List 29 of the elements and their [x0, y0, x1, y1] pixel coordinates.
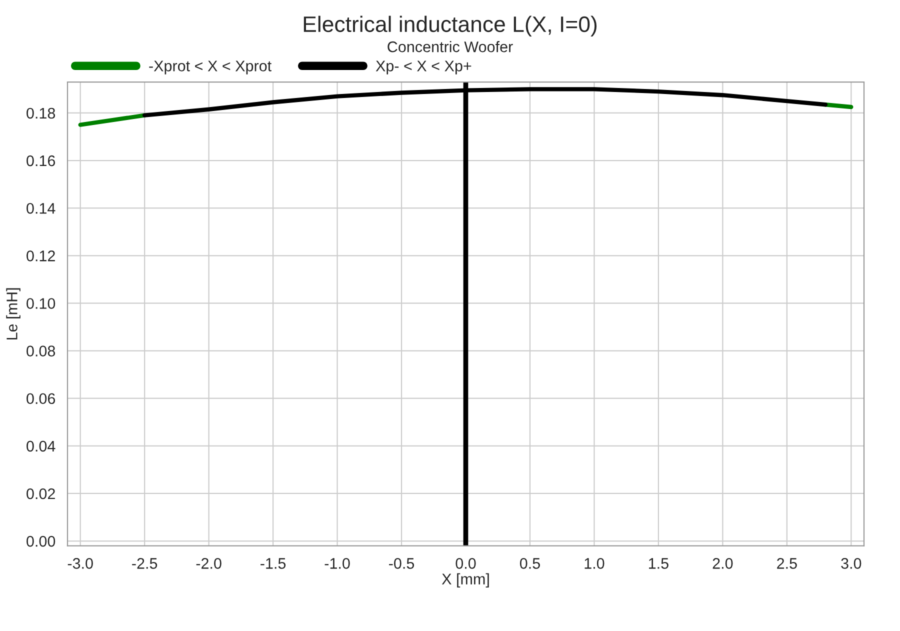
- x-tick-label: 1.0: [584, 558, 604, 569]
- x-tick-label: 3.0: [841, 558, 862, 569]
- y-tick-label: 0.04: [26, 440, 56, 452]
- legend-label: Xp- < X < Xp+: [376, 60, 472, 74]
- y-tick-label: 0.18: [26, 108, 56, 119]
- x-tick-label: 2.5: [777, 558, 797, 569]
- y-axis-title: Le [mH]: [6, 288, 20, 340]
- y-tick-label: 0.02: [26, 488, 55, 500]
- x-tick-label: -1.5: [260, 558, 286, 569]
- y-tick-label: 0.08: [26, 346, 56, 356]
- x-axis-title: X [mm]: [442, 573, 489, 588]
- chart-subtitle: Concentric Woofer: [388, 41, 513, 52]
- x-tick-label: 2.0: [712, 558, 733, 569]
- y-tick-label: 0.06: [26, 393, 56, 404]
- x-tick-label: 0.0: [456, 558, 476, 569]
- y-tick-label: 0.14: [26, 202, 56, 214]
- x-tick-label: -2.0: [196, 558, 222, 569]
- x-tick-label: -0.5: [389, 558, 414, 569]
- y-tick-label: 0.00: [26, 536, 56, 547]
- x-tick-label: -1.0: [324, 558, 350, 569]
- y-tick-label: 0.16: [26, 155, 56, 166]
- legend-label: -Xprot < X < Xprot: [149, 60, 272, 74]
- y-tick-label: 0.10: [26, 298, 56, 309]
- y-tick-label: 0.12: [26, 250, 55, 262]
- x-tick-label: 0.5: [520, 558, 540, 569]
- x-tick-label: -3.0: [68, 558, 93, 569]
- x-tick-label: 1.5: [649, 558, 668, 569]
- chart-title: Electrical inductance L(X, I=0): [304, 16, 597, 36]
- x-tick-label: -2.5: [132, 558, 158, 569]
